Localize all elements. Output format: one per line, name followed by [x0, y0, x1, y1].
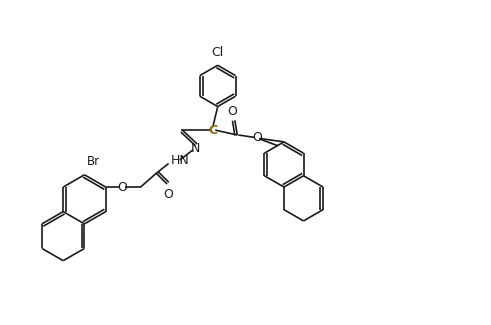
Text: HN: HN — [171, 154, 190, 167]
Text: Cl: Cl — [212, 46, 224, 59]
Text: O: O — [117, 181, 127, 194]
Text: Br: Br — [87, 155, 100, 168]
Text: N: N — [191, 142, 200, 155]
Text: O: O — [227, 105, 237, 118]
Text: O: O — [163, 188, 173, 201]
Text: O: O — [252, 131, 262, 144]
Text: C: C — [208, 124, 218, 136]
